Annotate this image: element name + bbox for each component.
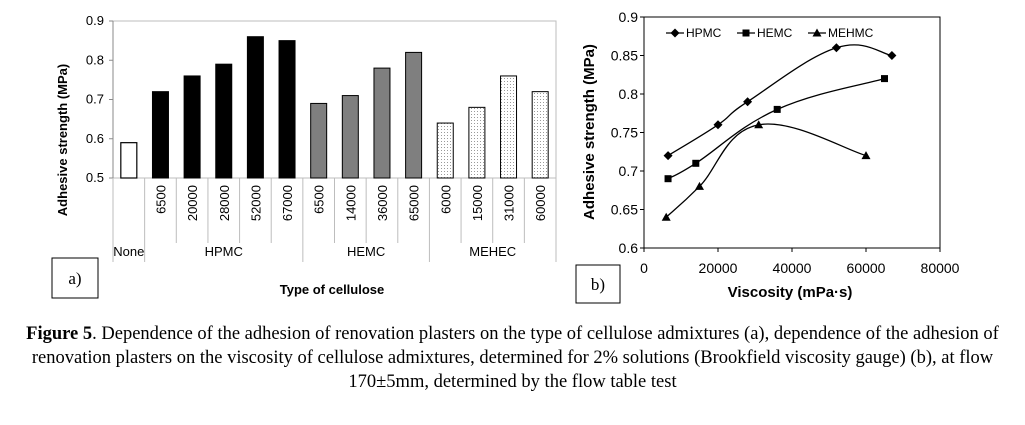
y-tick-label-a: 0.7 — [86, 92, 104, 107]
group-label-a: HPMC — [205, 244, 243, 259]
x-tick-label-a: 6500 — [153, 185, 168, 214]
bar — [373, 67, 391, 179]
figure-caption-text: . Dependence of the adhesion of renovati… — [31, 324, 999, 392]
x-tick-label-a: 36000 — [375, 185, 390, 221]
bar — [310, 102, 328, 179]
bar — [468, 106, 486, 179]
x-tick-label-a: 20000 — [185, 185, 200, 221]
bar — [278, 40, 296, 179]
group-label-a: HEMC — [347, 244, 385, 259]
x-tick-label-a: 15000 — [470, 185, 485, 221]
figure-caption-label: Figure 5 — [26, 324, 93, 344]
panel-label-box-a — [51, 257, 99, 299]
bar — [436, 122, 454, 179]
bar — [151, 91, 169, 179]
x-tick-label-a: 60000 — [533, 185, 548, 221]
y-tick-label-a: 0.8 — [86, 52, 104, 67]
y-tick-label-a: 0.6 — [86, 131, 104, 146]
y-tick-label-a: 0.9 — [86, 13, 104, 28]
bar — [246, 36, 264, 179]
x-axis-title-a: Type of cellulose — [280, 282, 385, 297]
bar — [183, 75, 201, 179]
bar — [341, 95, 359, 179]
bar — [531, 91, 549, 179]
plot-frame-a — [112, 20, 557, 179]
group-label-a: None — [113, 244, 144, 259]
x-tick-label-a: 28000 — [217, 185, 232, 221]
x-tick-label-a: 65000 — [407, 185, 422, 221]
bar — [405, 51, 423, 179]
figure-caption: Figure 5. Dependence of the adhesion of … — [20, 322, 1005, 394]
y-tick-label-a: 0.5 — [86, 170, 104, 185]
panel-label-a: a) — [68, 269, 81, 288]
bar — [120, 142, 138, 179]
x-tick-label-a: 67000 — [280, 185, 295, 221]
bar — [215, 63, 233, 179]
x-tick-label-a: 52000 — [248, 185, 263, 221]
bar — [500, 75, 518, 179]
group-label-a: MEHEC — [469, 244, 516, 259]
x-tick-label-a: 6000 — [438, 185, 453, 214]
x-tick-label-a: 31000 — [502, 185, 517, 221]
x-tick-label-a: 14000 — [343, 185, 358, 221]
y-axis-title-a: Adhesive strength (MPa) — [55, 64, 70, 216]
x-tick-label-a: 6500 — [312, 185, 327, 214]
